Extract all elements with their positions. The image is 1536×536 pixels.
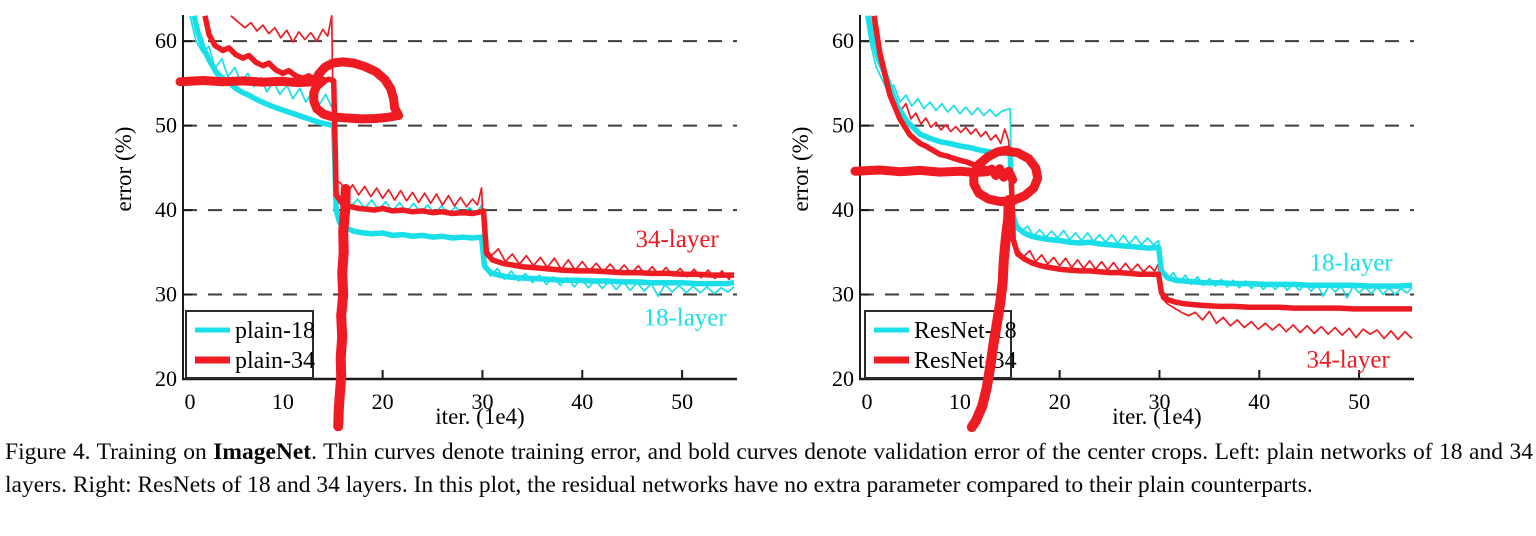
caption-rest: . Thin curves denote training error, and… [5,439,1533,498]
y-axis-label: error (%) [111,127,136,212]
resnet-18-train-curve [865,15,1413,299]
y-tick-label: 60 [832,28,854,53]
marker-loop [309,57,404,124]
y-tick-label: 20 [832,366,854,391]
legend-label: plain-18 [235,318,315,344]
y-tick-label: 30 [832,282,854,307]
x-tick-label: 0 [185,389,196,414]
plain-networks-plot: 20 30 40 50 60 0 10 20 30 40 50 error (%) iter. (1e4… [111,15,737,432]
x-tick-label: 50 [1348,389,1370,414]
x-tick-label: 40 [571,389,593,414]
legend-box [864,310,1012,379]
plain-18-val-curve [191,15,735,287]
marker-horizontal-line [175,76,320,88]
resnet-chart: 20 30 40 50 60 0 10 20 30 40 50 error (%) iter. (1e4… [768,0,1536,436]
18-layer-label: 18-layer [643,304,727,331]
y-tick-label: 40 [832,197,854,222]
resnet-34-val-curve [871,15,1412,312]
y-tick-label: 40 [155,197,177,222]
x-tick-label: 40 [1248,389,1270,414]
legend-label: plain-34 [235,348,315,374]
y-tick-label: 50 [155,113,177,138]
34-layer-label: 34-layer [635,226,719,253]
marker-vertical-stroke [333,184,351,432]
figure-4: 20 30 40 50 60 0 10 20 30 40 50 error (%) iter. (1e4… [0,0,1536,436]
resnet-18-val-curve [865,15,1413,289]
y-axis-label: error (%) [788,127,813,212]
x-tick-label: 20 [372,389,394,414]
marker-vertical-stroke [966,195,1014,433]
legend-label: ResNet-34 [914,348,1017,374]
resnet-34-train-curve [875,15,1413,341]
x-axis-label: iter. (1e4) [435,404,524,429]
plain-18-train-curve [189,15,735,298]
18-layer-label: 18-layer [1309,249,1393,276]
x-tick-label: 10 [949,389,971,414]
plain-networks-chart: 20 30 40 50 60 0 10 20 30 40 50 error (%) iter. (1e4… [0,0,768,436]
x-tick-label: 0 [862,389,873,414]
legend-box [185,310,314,379]
figure-caption: Figure 4. Training on ImageNet. Thin cur… [5,436,1533,502]
34-layer-label: 34-layer [1306,347,1390,374]
y-tick-label: 60 [155,28,177,53]
caption-prefix: Figure 4. Training on [5,439,214,465]
x-tick-label: 20 [1049,389,1071,414]
plain-34-val-curve [202,15,734,278]
x-tick-label: 30 [1148,389,1170,414]
x-tick-label: 50 [671,389,693,414]
x-axis-label: iter. (1e4) [1112,404,1201,429]
marker-horizontal-line [850,164,1018,185]
y-tick-label: 30 [155,282,177,307]
caption-imagenet: ImageNet [213,439,312,465]
y-tick-label: 20 [155,366,177,391]
resnet-plot: 20 30 40 50 60 0 10 20 30 40 50 error (%) iter. (1e4… [788,15,1414,433]
y-tick-label: 50 [832,113,854,138]
x-tick-label: 10 [272,389,294,414]
x-tick-label: 30 [471,389,493,414]
marker-circle [969,145,1043,207]
